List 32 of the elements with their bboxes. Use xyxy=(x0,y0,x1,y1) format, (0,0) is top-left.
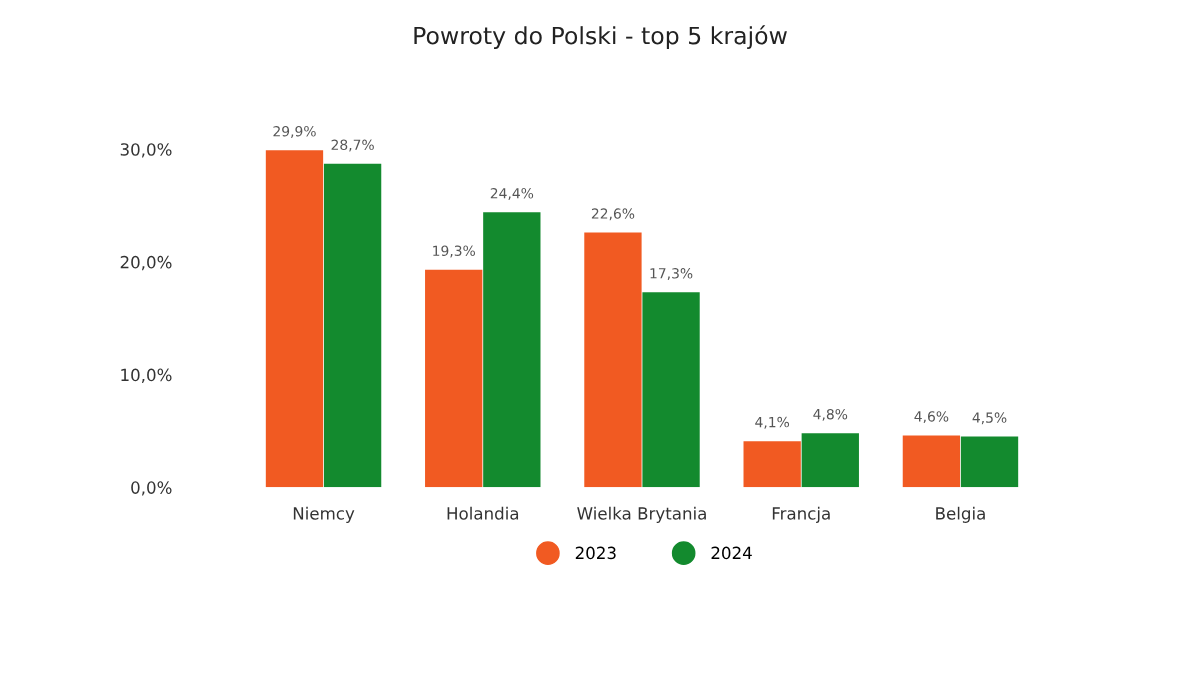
y-tick-label: 20,0% xyxy=(120,255,172,271)
data-label: 19,3% xyxy=(433,245,475,258)
chart-title: Powroty do Polski - top 5 krajów xyxy=(414,25,787,50)
data-label: 29,9% xyxy=(273,125,316,138)
y-tick-label: 10,0% xyxy=(121,368,172,383)
data-label: 28,7% xyxy=(331,139,374,152)
bar xyxy=(483,212,541,488)
bar xyxy=(584,232,642,488)
x-tick-label: Belgia xyxy=(936,506,985,523)
x-tick-label: Niemcy xyxy=(293,506,355,523)
bar xyxy=(425,269,483,488)
x-tick-label: Francja xyxy=(772,506,830,523)
x-tick-label: Wielka Brytania xyxy=(577,506,706,523)
data-label: 4,5% xyxy=(972,412,1007,425)
bar xyxy=(323,163,382,488)
data-label: 22,6% xyxy=(591,208,635,221)
bar xyxy=(960,436,1019,488)
x-tick-label: Holandia xyxy=(447,506,519,520)
bar xyxy=(642,292,700,488)
data-label: 4,8% xyxy=(813,408,848,421)
legend-label: 2023 xyxy=(575,546,616,560)
y-tick-label: 30,0% xyxy=(120,143,172,158)
data-label: 4,1% xyxy=(755,416,790,429)
bar xyxy=(265,150,324,488)
data-label: 4,6% xyxy=(914,411,949,424)
data-label: 24,4% xyxy=(490,187,534,200)
legend-label: 2024 xyxy=(711,546,752,560)
data-label: 17,3% xyxy=(650,268,693,280)
bar xyxy=(801,433,859,488)
bar xyxy=(743,441,801,488)
y-tick-label: 0,0% xyxy=(131,481,172,496)
bar xyxy=(902,435,961,488)
